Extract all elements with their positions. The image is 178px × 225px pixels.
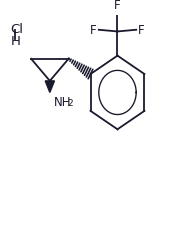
Text: H: H (11, 35, 20, 48)
Polygon shape (45, 81, 54, 93)
Text: Cl: Cl (11, 23, 24, 36)
Text: F: F (138, 24, 145, 37)
Text: F: F (90, 24, 97, 37)
Text: 2: 2 (68, 98, 73, 107)
Text: NH: NH (54, 96, 72, 108)
Text: F: F (114, 0, 121, 12)
